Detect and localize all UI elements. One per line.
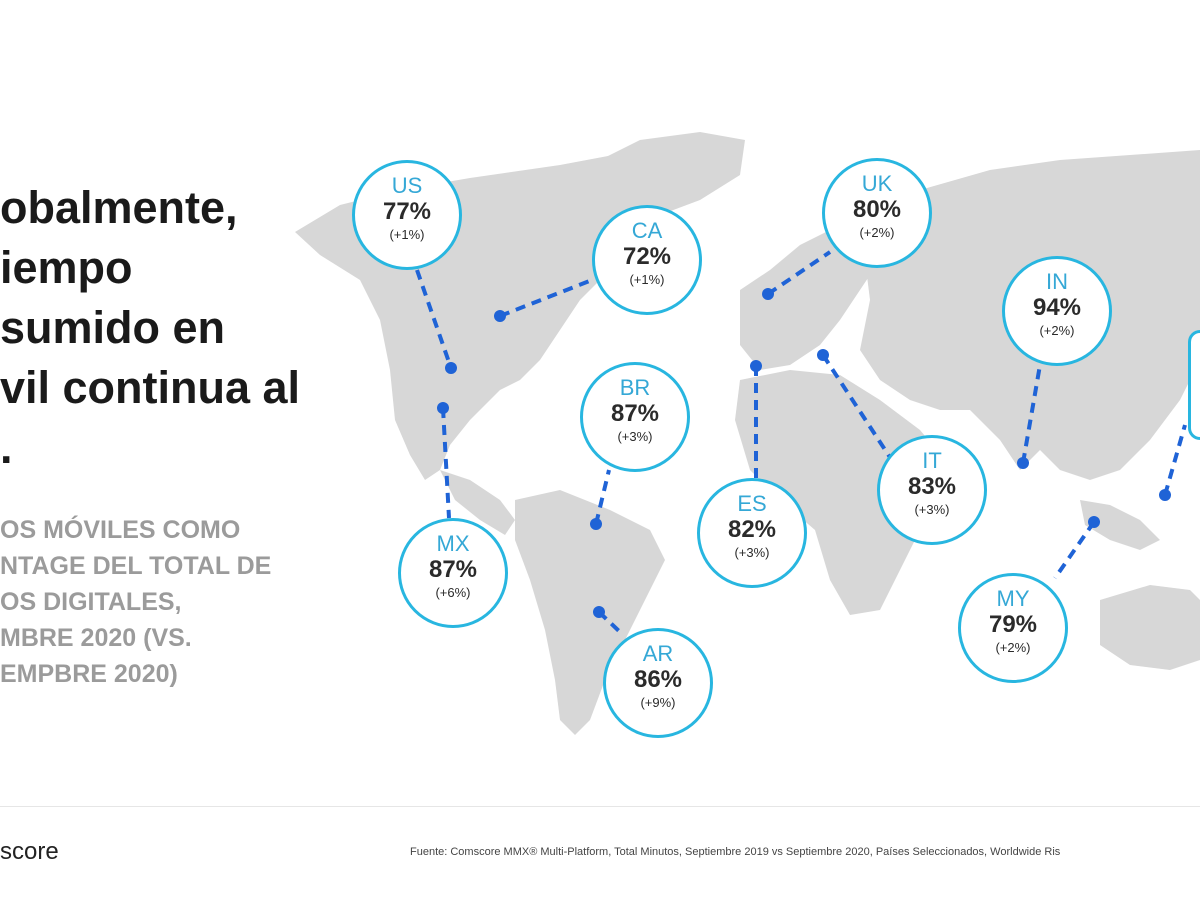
south-america-land [515, 490, 665, 735]
bubble-code: UK [861, 171, 893, 196]
us-connector [415, 269, 453, 369]
bubble-code: ES [737, 491, 767, 516]
footer-divider [0, 806, 1200, 807]
greenland-land [600, 132, 745, 215]
bubble-change: (+3%) [734, 545, 770, 560]
ca-dot [494, 310, 506, 322]
br-dot [590, 518, 602, 530]
bubble-share: 82% [727, 516, 777, 543]
it-connector [821, 353, 897, 467]
bubble-share: 94% [1032, 294, 1082, 321]
bubble-share: 79% [988, 611, 1038, 638]
subtitle: OS MÓVILES COMO NTAGE DEL TOTAL DE OS DI… [0, 516, 272, 688]
extra-connector [1163, 424, 1187, 496]
bubble-change: (+2%) [859, 225, 895, 240]
bubble-it: IT 83% (+3%) [877, 435, 987, 545]
bubble-in: IN 94% (+2%) [1002, 256, 1112, 366]
uk-connector [766, 250, 832, 296]
bubble-code: MY [996, 586, 1030, 611]
bubble-share: 80% [852, 196, 902, 223]
central-america-land [440, 470, 515, 535]
bubble-code: CA [631, 218, 663, 243]
my-dot [1088, 516, 1100, 528]
bubble-code: IN [1046, 269, 1068, 294]
bubble-code: MX [436, 531, 470, 556]
australia-land [1100, 585, 1200, 670]
bubble-share: 86% [633, 666, 683, 693]
bubble-share: 87% [610, 400, 660, 427]
my-connector [1053, 520, 1096, 580]
ar-dot [593, 606, 605, 618]
es-dot [750, 360, 762, 372]
bubble-change: (+1%) [629, 272, 665, 287]
mx-dot [437, 402, 449, 414]
bubble-change: (+6%) [435, 585, 471, 600]
mx-connector [441, 407, 451, 519]
bubble-es: ES 82% (+3%) [697, 478, 807, 588]
bubble-share: 72% [622, 243, 672, 270]
comscore-logo: score [0, 838, 59, 865]
bubble-my: MY 79% (+2%) [958, 573, 1068, 683]
bubble-partial-right [1188, 330, 1200, 440]
southeast-asia-land [1080, 500, 1160, 550]
bubble-ar: AR 86% (+9%) [603, 628, 713, 738]
bubble-ca: CA 72% (+1%) [592, 205, 702, 315]
connectors [415, 250, 1187, 634]
bubble-code: BR [619, 375, 651, 400]
bubble-br: BR 87% (+3%) [580, 362, 690, 472]
bubble-us: US 77% (+1%) [352, 160, 462, 270]
bubble-code: IT [922, 448, 942, 473]
africa-land [735, 370, 945, 615]
bubble-change: (+3%) [914, 502, 950, 517]
bubble-change: (+9%) [640, 695, 676, 710]
source-note: Fuente: Comscore MMX® Multi-Platform, To… [410, 846, 1061, 858]
bubble-change: (+2%) [1039, 323, 1075, 338]
bubble-share: 87% [428, 556, 478, 583]
bubble-share: 77% [382, 198, 432, 225]
headline: obalmente, iempo sumido en vil continua … [0, 182, 301, 473]
bubble-change: (+3%) [617, 429, 653, 444]
bubble-share: 83% [907, 473, 957, 500]
bubble-uk: UK 80% (+2%) [822, 158, 932, 268]
bubble-code: AR [642, 641, 674, 666]
us-dot [445, 362, 457, 374]
in-dot [1017, 457, 1029, 469]
it-dot [817, 349, 829, 361]
br-connector [594, 469, 611, 525]
bubble-change: (+1%) [389, 227, 425, 242]
bubble-code: US [391, 173, 423, 198]
europe-land [740, 230, 880, 370]
bubble-change: (+2%) [995, 640, 1031, 655]
uk-dot [762, 288, 774, 300]
extra-dot [1159, 489, 1171, 501]
bubble-mx: MX 87% (+6%) [398, 518, 508, 628]
